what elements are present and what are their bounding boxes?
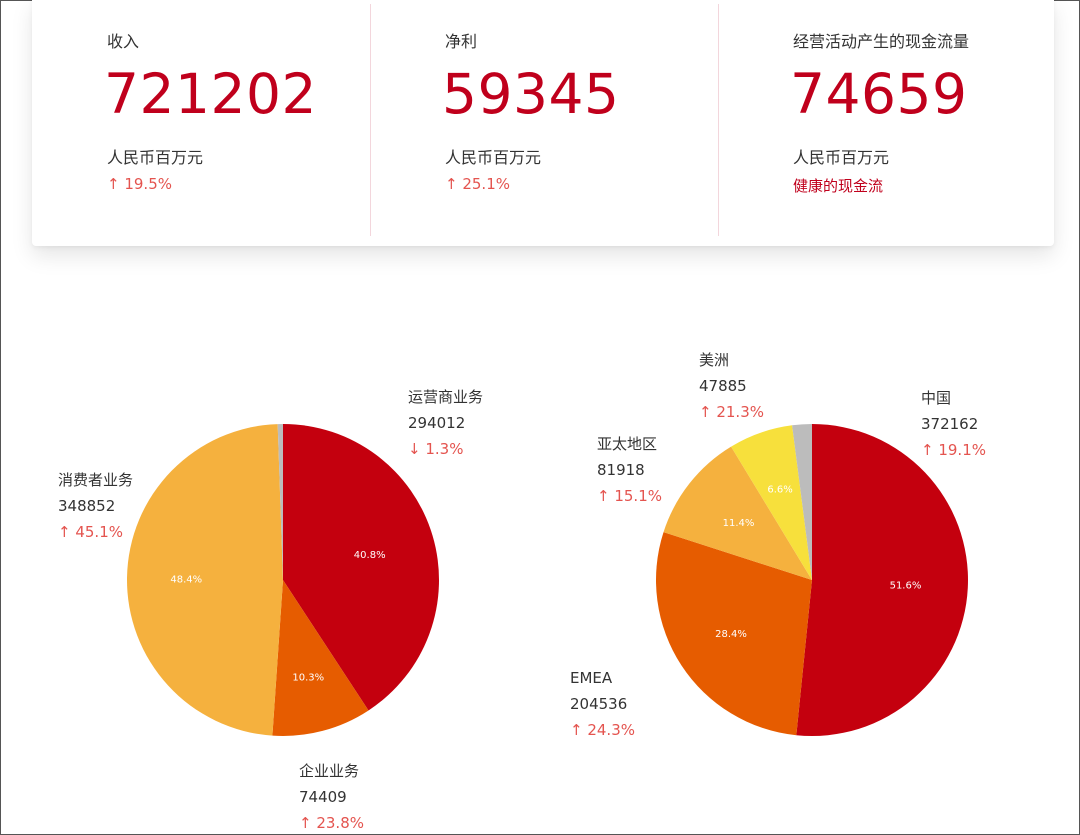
callout-change: ↑ 23.8% (299, 814, 364, 832)
pie-slice-item-0 (796, 424, 968, 736)
metric-unit: 人民币百万元 (793, 148, 890, 167)
callout-value: 348852 (58, 497, 116, 515)
metric-unit: 人民币百万元 (445, 148, 542, 167)
pie-slice-other (277, 424, 283, 580)
callout-change: ↑ 15.1% (597, 487, 662, 505)
pie-slice-percent-label: 40.8% (354, 550, 386, 561)
kpi-divider (718, 4, 719, 236)
callout-change: ↑ 45.1% (58, 523, 123, 541)
pie-slice-item-3 (731, 425, 812, 580)
callout-change: ↓ 1.3% (408, 440, 464, 458)
callout-enterprise-business: 企业业务 74409 ↑ 23.8% (299, 760, 364, 834)
pie-slice-item-1 (656, 532, 812, 736)
callout-china: 中国 372162 ↑ 19.1% (921, 387, 986, 461)
callout-name: 运营商业务 (408, 388, 484, 406)
callout-carrier-business: 运营商业务 294012 ↓ 1.3% (408, 386, 483, 460)
callout-consumer-business: 消费者业务 348852 ↑ 45.1% (58, 469, 133, 543)
pie-slice-percent-label: 11.4% (723, 518, 755, 529)
metric-label: 收入 (107, 32, 140, 51)
callout-asia-pacific: 亚太地区 81918 ↑ 15.1% (597, 433, 662, 507)
callout-name: 亚太地区 (597, 435, 658, 453)
callout-value: 81918 (597, 461, 645, 479)
metric-value: 74659 (790, 62, 968, 126)
pie-slice-other (792, 424, 812, 580)
metric-value: 59345 (442, 62, 620, 126)
callout-value: 372162 (921, 415, 979, 433)
metric-change: 健康的现金流 (793, 177, 884, 195)
callout-change: ↑ 24.3% (570, 721, 635, 739)
kpi-divider (370, 4, 371, 236)
callout-value: 74409 (299, 788, 347, 806)
callout-value: 204536 (570, 695, 628, 713)
pie-slice-item-1 (272, 580, 369, 737)
kpi-card: 收入 721202 人民币百万元 ↑ 19.5% 净利 59345 人民币百万元… (32, 0, 1054, 246)
pie-chart-2: 51.6% 28.4% 11.4% 6.6% (656, 424, 968, 736)
pie-slice-percent-label: 10.3% (292, 673, 324, 684)
callout-change: ↑ 21.3% (699, 403, 764, 421)
callout-change: ↑ 19.1% (921, 441, 986, 459)
callout-value: 294012 (408, 414, 466, 432)
pie-slice-percent-label: 6.6% (767, 485, 792, 496)
metric-label: 净利 (445, 32, 478, 51)
pie-slice-item-2 (663, 446, 812, 580)
callout-name: 中国 (921, 389, 952, 407)
callout-emea: EMEA 204536 ↑ 24.3% (570, 667, 635, 741)
callout-value: 47885 (699, 377, 747, 395)
pie-slice-item-2 (126, 424, 283, 736)
pie-slice-percent-label: 28.4% (715, 629, 747, 640)
metric-unit: 人民币百万元 (107, 148, 204, 167)
callout-name: 美洲 (699, 351, 730, 369)
metric-label: 经营活动产生的现金流量 (793, 32, 970, 51)
pie-slice-percent-label: 51.6% (890, 581, 922, 592)
metric-change: ↑ 19.5% (107, 175, 172, 193)
callout-americas: 美洲 47885 ↑ 21.3% (699, 349, 764, 423)
pie-slice-item-0 (283, 424, 440, 711)
metric-value: 721202 (104, 62, 317, 126)
pie-slice-percent-label: 48.4% (170, 574, 202, 585)
callout-name: 消费者业务 (58, 471, 134, 489)
callout-name: EMEA (570, 669, 613, 687)
pie-chart-1: 40.8% 10.3% 48.4% (126, 424, 440, 737)
metric-change: ↑ 25.1% (445, 175, 510, 193)
callout-name: 企业业务 (299, 762, 360, 780)
